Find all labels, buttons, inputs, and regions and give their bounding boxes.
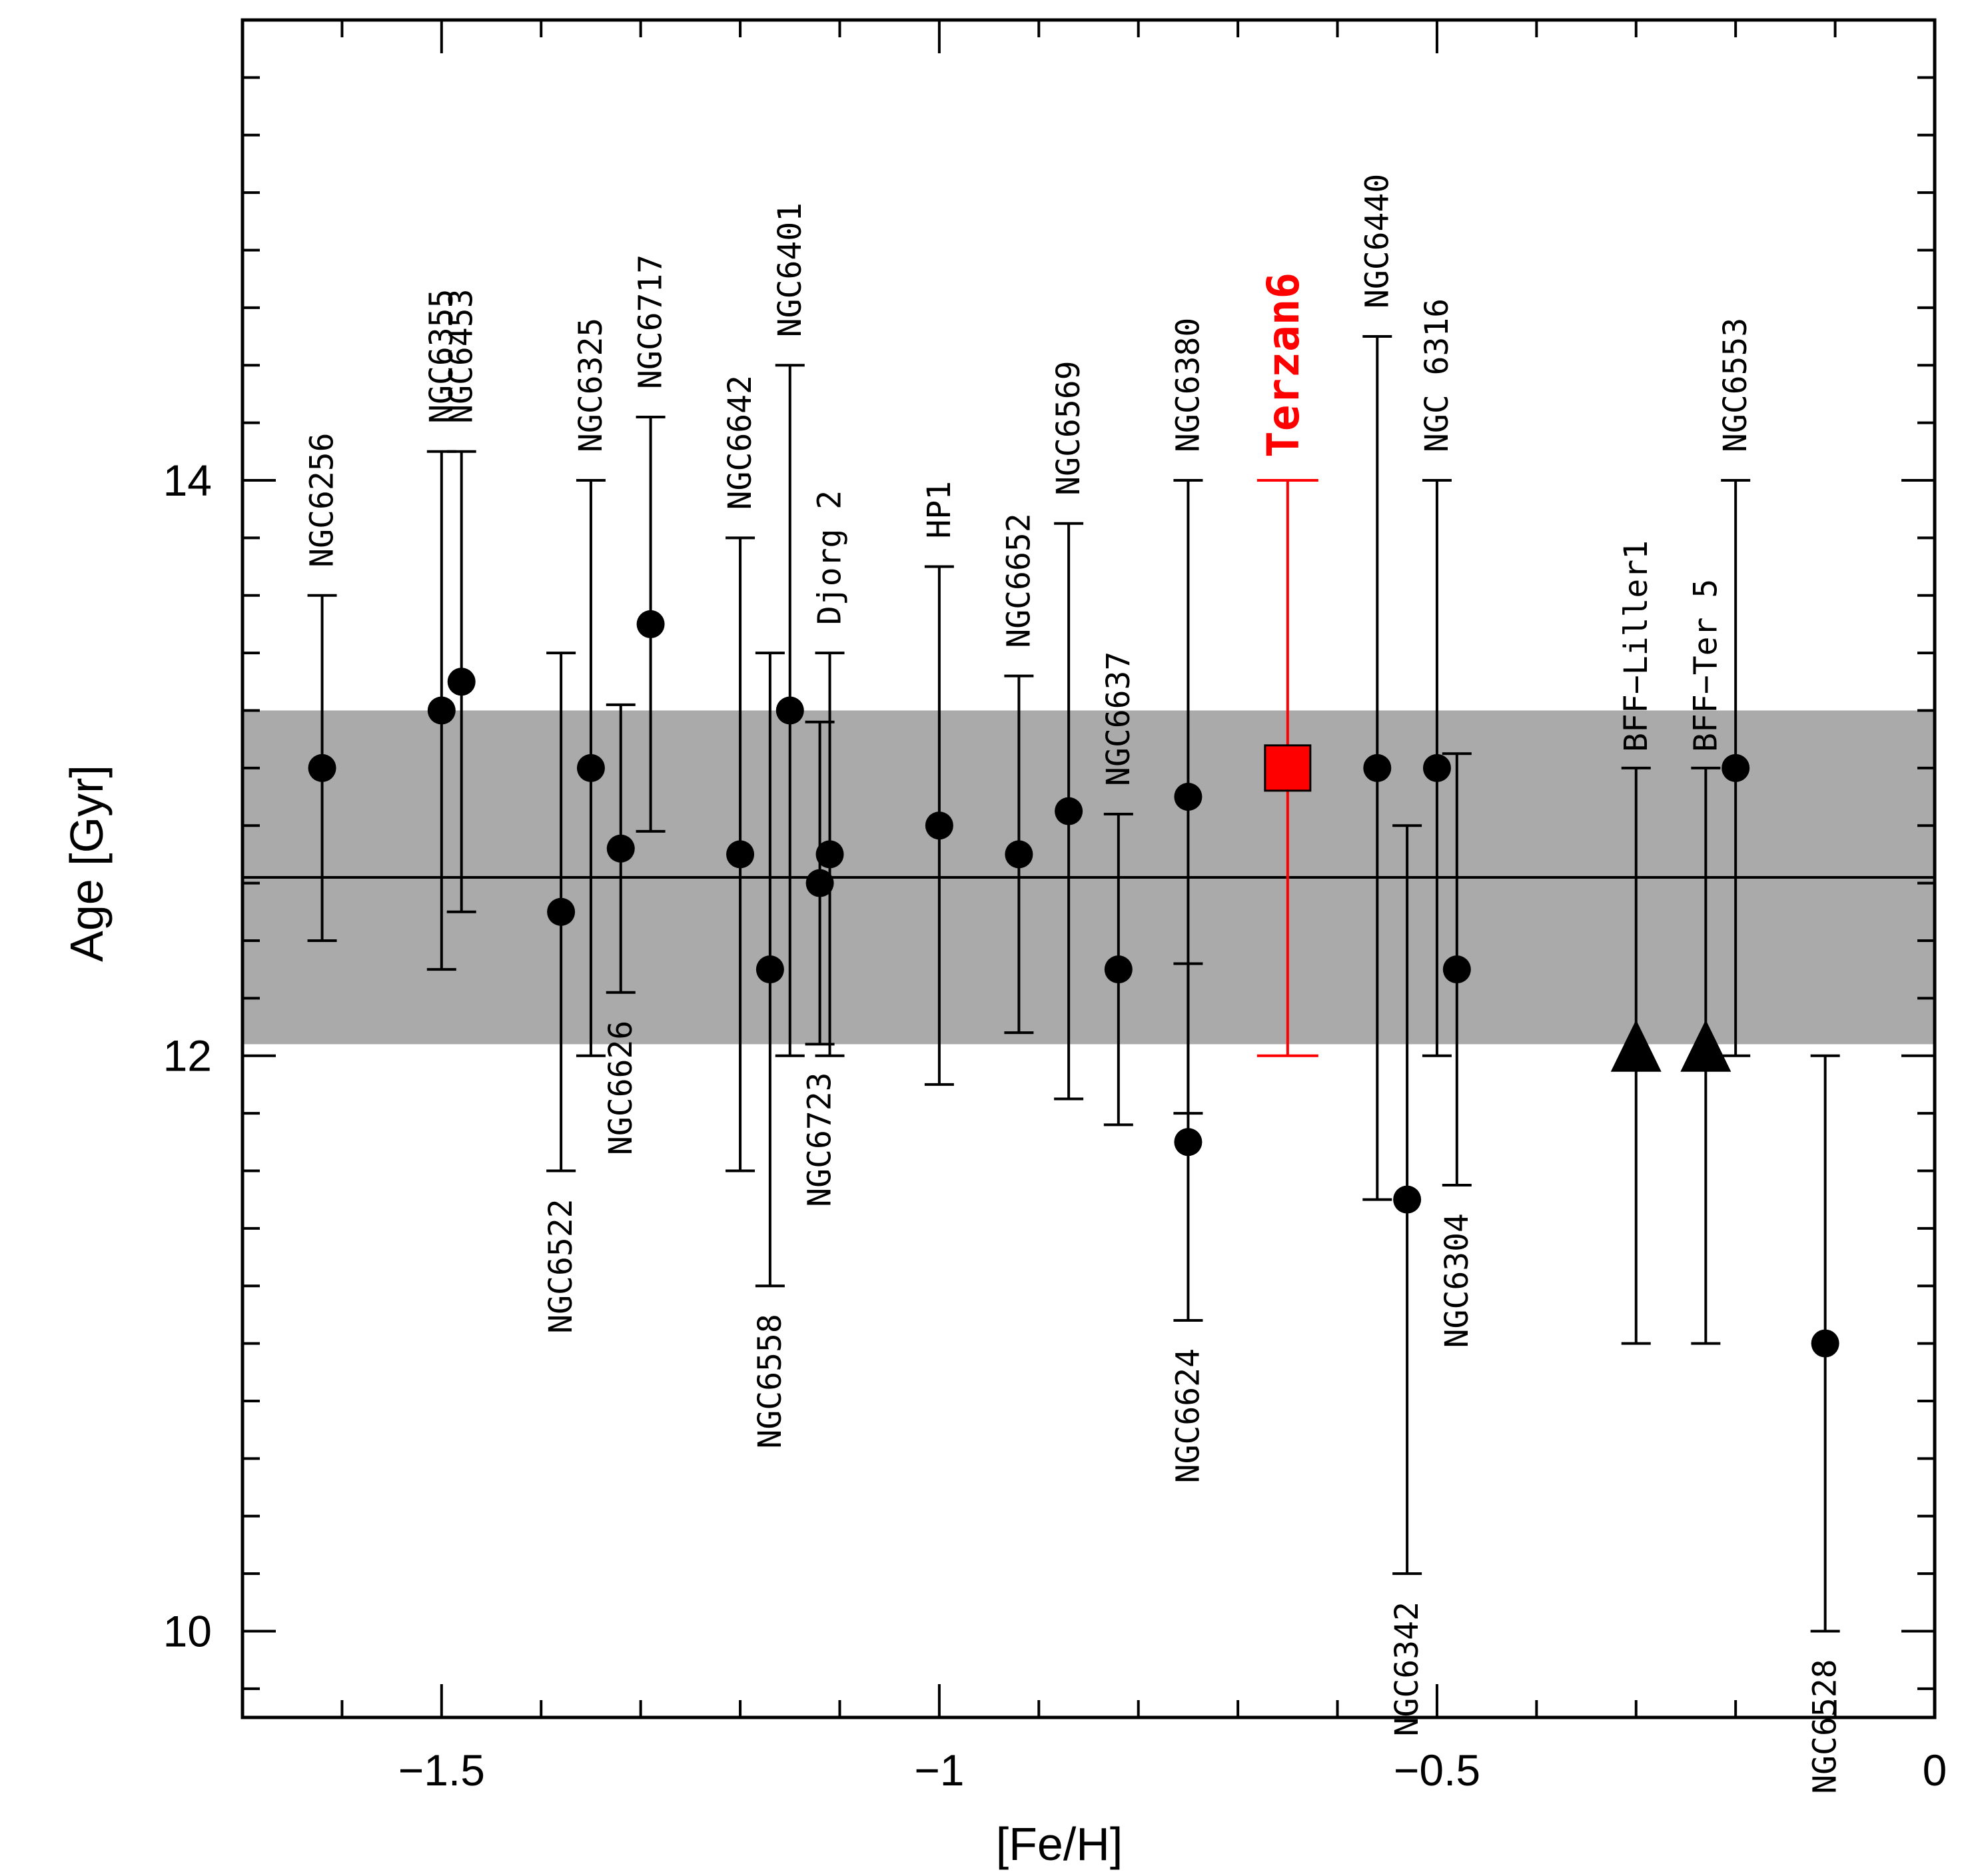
data-point <box>1005 840 1033 869</box>
data-point <box>925 811 953 840</box>
data-point <box>775 696 804 725</box>
lower-limit-marker <box>1680 1019 1731 1072</box>
cluster-label: NGC6440 <box>1358 174 1396 308</box>
cluster-label: NGC6342 <box>1388 1602 1426 1736</box>
data-point <box>1422 753 1451 782</box>
data-point <box>1055 797 1083 825</box>
cluster-label: BFF−Ter 5 <box>1687 579 1724 752</box>
cluster-label: NGC6401 <box>771 203 809 337</box>
cluster-label: NGC6453 <box>443 288 480 423</box>
cluster-label: NGC6558 <box>751 1314 789 1448</box>
data-point <box>1104 955 1133 984</box>
y-tick-label: 10 <box>163 1606 212 1655</box>
data-point <box>805 869 834 897</box>
data-point <box>755 955 784 984</box>
lower-limit-marker <box>1610 1019 1662 1072</box>
x-tick-label: −1 <box>914 1745 964 1795</box>
x-axis-title: [Fe/H] <box>996 1818 1123 1870</box>
cluster-label: NGC6304 <box>1438 1213 1476 1348</box>
cluster-label: NGC6355 <box>423 288 460 423</box>
cluster-label: NGC 6316 <box>1418 298 1456 452</box>
data-point <box>427 696 456 725</box>
data-point <box>447 668 476 696</box>
cluster-label: NGC6717 <box>632 254 670 389</box>
cluster-label: HP1 <box>921 481 958 539</box>
cluster-label: BFF−Liller1 <box>1618 540 1655 752</box>
cluster-label: Djorg 2 <box>811 490 849 625</box>
cluster-label: NGC6256 <box>304 432 341 567</box>
data-point <box>1722 753 1750 782</box>
y-tick-label: 12 <box>163 1031 212 1081</box>
cluster-label: NGC6553 <box>1717 318 1754 452</box>
x-tick-label: 0 <box>1923 1745 1947 1795</box>
cluster-label: NGC6569 <box>1050 360 1087 495</box>
data-point <box>1174 1128 1203 1157</box>
data-point <box>547 897 576 926</box>
data-point <box>636 610 665 638</box>
highlight-marker <box>1264 744 1312 792</box>
cluster-label: NGC6637 <box>1100 652 1137 786</box>
data-point <box>1174 783 1203 811</box>
highlight-label: Terzan6 <box>1258 272 1309 458</box>
cluster-label: NGC6723 <box>801 1072 839 1206</box>
data-point <box>815 840 844 869</box>
cluster-label: NGC6380 <box>1169 318 1207 452</box>
cluster-label: NGC6652 <box>1000 513 1037 648</box>
data-point <box>308 753 336 782</box>
x-tick-label: −0.5 <box>1394 1745 1480 1795</box>
data-point <box>1811 1329 1839 1358</box>
data-point <box>606 834 635 863</box>
data-point <box>1442 955 1471 984</box>
y-axis-title: Age [Gyr] <box>61 765 113 962</box>
data-point <box>576 753 605 782</box>
cluster-label: NGC6522 <box>542 1198 580 1333</box>
cluster-label: NGC6624 <box>1169 1348 1207 1483</box>
axis-ticks <box>243 20 1936 1717</box>
data-point <box>726 840 755 869</box>
cluster-label: NGC6626 <box>602 1021 640 1155</box>
cluster-label: NGC6642 <box>722 375 759 510</box>
cluster-label: NGC6528 <box>1807 1659 1844 1793</box>
x-tick-label: −1.5 <box>398 1745 485 1795</box>
cluster-label: NGC6325 <box>572 318 610 452</box>
data-point <box>1363 753 1392 782</box>
y-tick-label: 14 <box>163 456 212 505</box>
plot-frame <box>241 18 1937 1719</box>
data-point <box>1393 1185 1422 1214</box>
